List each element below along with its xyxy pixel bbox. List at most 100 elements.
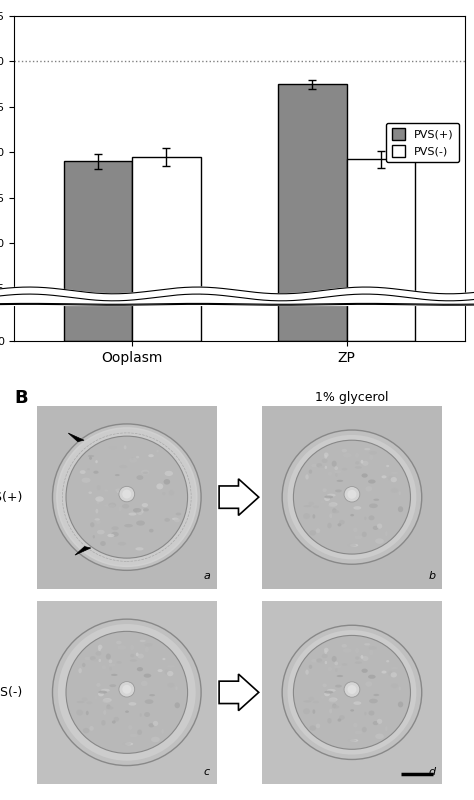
Ellipse shape	[129, 458, 137, 463]
Ellipse shape	[95, 696, 98, 699]
Ellipse shape	[316, 658, 322, 662]
Ellipse shape	[324, 650, 327, 654]
Ellipse shape	[382, 475, 387, 478]
Ellipse shape	[313, 506, 319, 508]
Ellipse shape	[153, 721, 158, 726]
Ellipse shape	[85, 657, 91, 660]
Ellipse shape	[388, 670, 393, 676]
Ellipse shape	[282, 626, 422, 759]
Ellipse shape	[89, 491, 92, 494]
Ellipse shape	[374, 694, 379, 696]
Ellipse shape	[120, 487, 127, 492]
Ellipse shape	[101, 665, 106, 670]
Ellipse shape	[316, 528, 320, 533]
Ellipse shape	[119, 682, 135, 697]
Ellipse shape	[101, 689, 110, 692]
Ellipse shape	[167, 671, 173, 676]
Ellipse shape	[137, 654, 144, 658]
Ellipse shape	[141, 681, 148, 686]
Ellipse shape	[149, 529, 154, 533]
Ellipse shape	[130, 734, 137, 737]
Ellipse shape	[328, 503, 337, 507]
Ellipse shape	[172, 518, 178, 520]
Ellipse shape	[98, 645, 102, 650]
Ellipse shape	[343, 453, 352, 458]
Ellipse shape	[303, 708, 310, 714]
Ellipse shape	[377, 718, 383, 724]
Ellipse shape	[399, 686, 401, 690]
Ellipse shape	[124, 446, 127, 450]
Ellipse shape	[322, 683, 327, 687]
Ellipse shape	[118, 506, 122, 511]
Ellipse shape	[161, 504, 167, 507]
Ellipse shape	[321, 500, 324, 503]
Ellipse shape	[354, 506, 361, 510]
Ellipse shape	[130, 654, 135, 658]
Ellipse shape	[324, 692, 330, 696]
Ellipse shape	[148, 454, 154, 458]
Ellipse shape	[310, 530, 316, 536]
Bar	[262, 601, 442, 784]
Ellipse shape	[80, 470, 86, 474]
Ellipse shape	[82, 698, 87, 701]
Ellipse shape	[82, 482, 87, 486]
Ellipse shape	[369, 698, 378, 703]
Ellipse shape	[94, 518, 100, 521]
Ellipse shape	[324, 497, 330, 501]
Ellipse shape	[377, 523, 383, 529]
Ellipse shape	[125, 490, 132, 494]
Ellipse shape	[321, 695, 324, 698]
Ellipse shape	[353, 527, 357, 532]
Ellipse shape	[115, 489, 121, 492]
Ellipse shape	[355, 466, 362, 469]
Ellipse shape	[325, 661, 327, 664]
Ellipse shape	[391, 683, 398, 688]
Ellipse shape	[99, 659, 101, 662]
Ellipse shape	[95, 460, 98, 463]
Ellipse shape	[118, 542, 126, 546]
Ellipse shape	[355, 731, 362, 734]
Ellipse shape	[382, 670, 387, 674]
Ellipse shape	[122, 490, 131, 498]
Ellipse shape	[324, 648, 328, 652]
Ellipse shape	[76, 710, 83, 716]
Ellipse shape	[375, 538, 384, 544]
Ellipse shape	[293, 635, 410, 750]
Ellipse shape	[319, 466, 326, 468]
Ellipse shape	[368, 674, 375, 679]
Ellipse shape	[365, 682, 372, 686]
Ellipse shape	[332, 510, 339, 514]
Text: B: B	[14, 390, 28, 407]
Bar	[132, 157, 201, 800]
Ellipse shape	[391, 477, 397, 482]
Ellipse shape	[100, 541, 106, 546]
Ellipse shape	[293, 440, 410, 554]
Ellipse shape	[305, 474, 309, 479]
Polygon shape	[68, 433, 84, 442]
Ellipse shape	[344, 486, 360, 502]
Ellipse shape	[327, 494, 336, 497]
Ellipse shape	[175, 686, 178, 690]
Ellipse shape	[332, 461, 337, 466]
Ellipse shape	[288, 435, 416, 559]
Ellipse shape	[122, 504, 129, 509]
Ellipse shape	[141, 509, 144, 513]
Ellipse shape	[144, 674, 151, 678]
Ellipse shape	[103, 710, 106, 714]
Ellipse shape	[309, 665, 312, 669]
Ellipse shape	[355, 648, 359, 653]
Ellipse shape	[128, 513, 137, 516]
Ellipse shape	[145, 699, 154, 704]
Ellipse shape	[369, 454, 373, 460]
Bar	[64, 162, 132, 800]
Ellipse shape	[353, 722, 357, 727]
Ellipse shape	[364, 448, 370, 450]
Ellipse shape	[309, 502, 314, 506]
Ellipse shape	[362, 531, 367, 537]
Ellipse shape	[124, 524, 133, 527]
Text: 1% glycerol: 1% glycerol	[315, 391, 389, 404]
Ellipse shape	[311, 464, 317, 467]
Ellipse shape	[391, 488, 398, 493]
Ellipse shape	[325, 466, 327, 469]
Ellipse shape	[109, 684, 116, 687]
